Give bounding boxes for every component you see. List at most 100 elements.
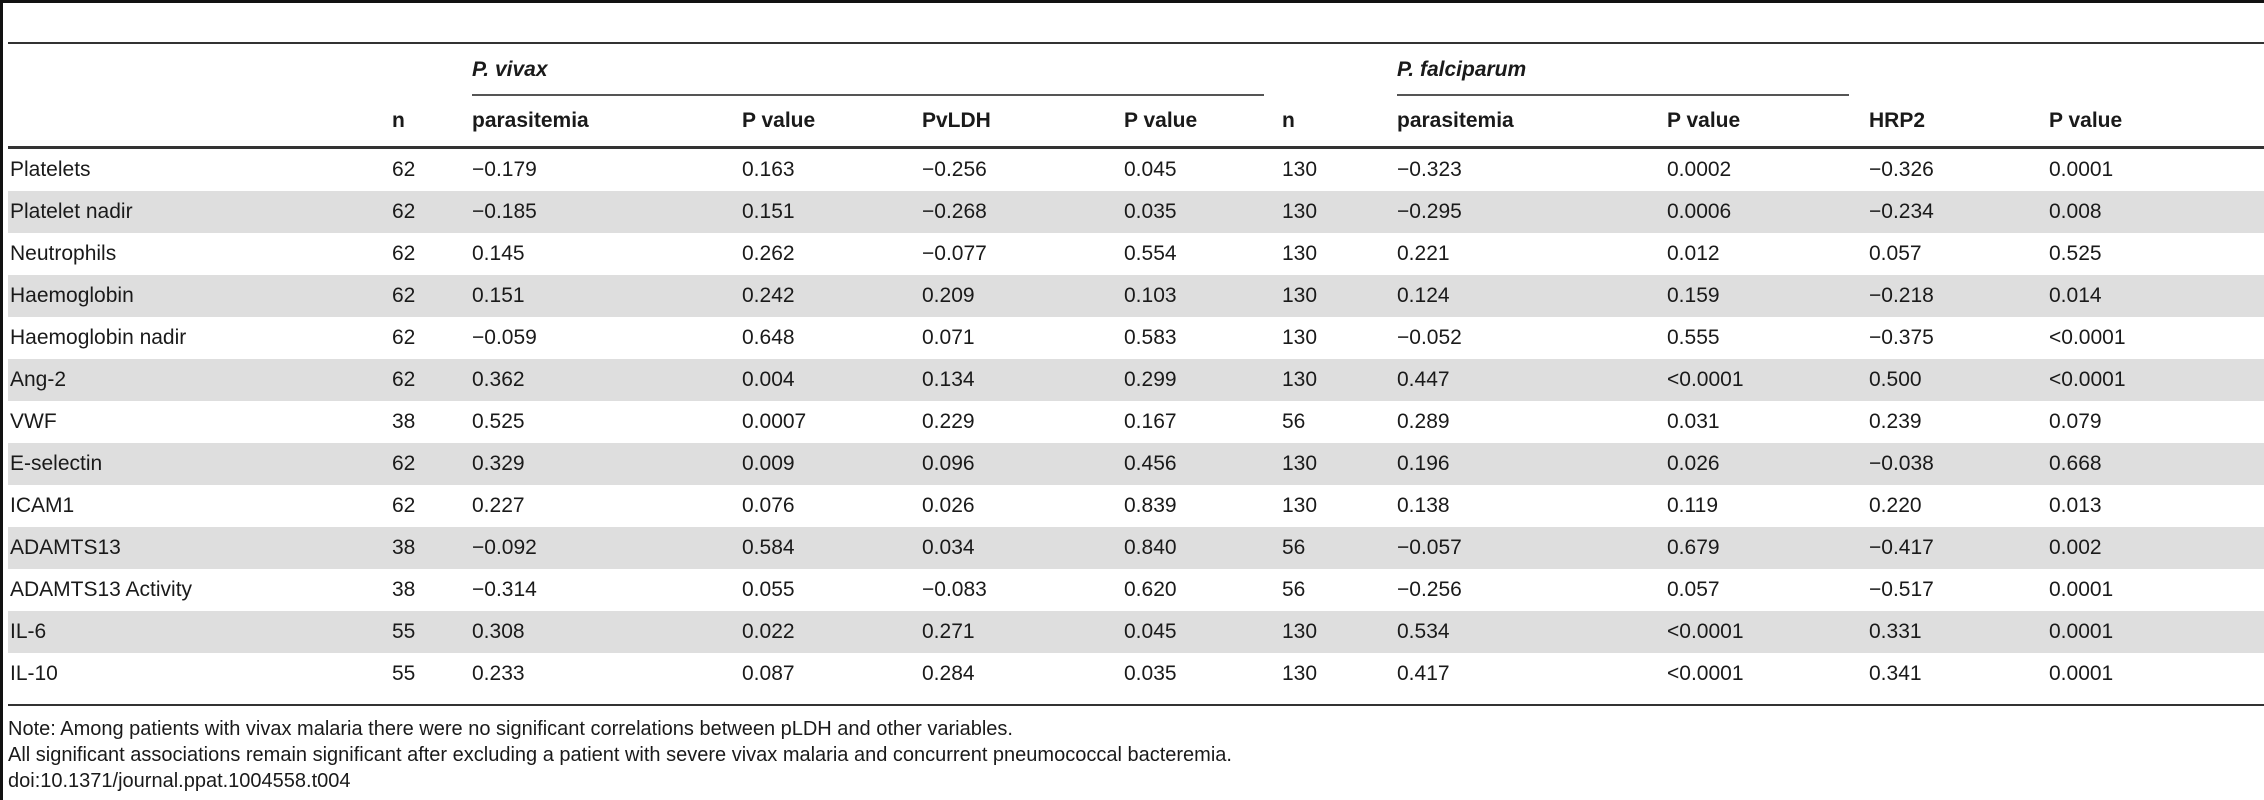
table-cell: 0.076 [742,494,795,517]
table-cell: 55 [390,611,470,653]
table-top-rule [8,42,2264,44]
table-cell: 0.525 [472,410,525,433]
table-cell: 62 [392,242,416,265]
table-cell: 0.0006 [1665,191,1867,233]
table-cell: 0.500 [1867,359,2047,401]
table-cell: 130 [1282,662,1318,685]
table-cell: 130 [1282,158,1318,181]
table-cell: 0.124 [1395,275,1665,317]
table-cell: 0.0002 [1667,158,1732,181]
table-cell: 0.079 [2049,410,2102,433]
table-cell: 0.035 [1122,191,1280,233]
column-header-0 [8,96,390,149]
correlation-table-container: P. vivax P. falciparum n parasitemia P val… [8,44,2264,695]
table-cell: 0.220 [1869,494,1922,517]
top-border [0,0,2264,3]
table-cell: 0.071 [922,326,975,349]
table-cell: <0.0001 [2049,326,2126,349]
doi-text: doi:10.1371/journal.ppat.1004558.t004 [8,770,351,792]
table-cell: 0.555 [1667,326,1720,349]
table-row: IL-10 55 0.233 0.087 0.284 0.035 130 0.417 <0.00… [8,653,2264,695]
note-line-2: All significant associations remain sign… [8,744,1232,766]
table-row: Neutrophils 62 0.145 0.262 −0.077 0.554 130 0.2… [8,233,2264,275]
table-cell: 0.045 [1122,611,1280,653]
table-cell: 0.229 [922,410,975,433]
species-header-vivax: P. vivax [472,58,1264,96]
table-cell: 0.159 [1665,275,1867,317]
table-cell: −0.375 [1869,326,1934,349]
table-row: IL-6 55 0.308 0.022 0.271 0.045 130 0.534 <0.000… [8,611,2264,653]
table-cell: 0.331 [1867,611,2047,653]
table-cell: 0.151 [740,191,920,233]
table-cell: <0.0001 [1665,359,1867,401]
row-label: Haemoglobin nadir [10,326,187,349]
table-row: Platelets 62 −0.179 0.163 −0.256 0.045 130 −0.3… [8,148,2264,192]
table-cell: 130 [1282,494,1318,517]
table-cell: 0.262 [742,242,795,265]
table-cell: 0.417 [1397,662,1450,685]
table-cell: −0.059 [472,326,537,349]
table-cell: 62 [390,359,470,401]
table-cell: −0.256 [1397,578,1462,601]
table-cell: 0.008 [2047,191,2264,233]
table-cell: −0.326 [1869,158,1934,181]
table-cell: −0.083 [922,578,987,601]
column-header-10: P value [2047,96,2264,149]
table-cell: 0.456 [1122,443,1280,485]
table-cell: 0.239 [1869,410,1922,433]
table-cell: 0.087 [742,662,795,685]
table-cell: 0.138 [1397,494,1450,517]
table-cell: 130 [1280,443,1395,485]
table-cell: 62 [390,275,470,317]
table-row: Platelet nadir 62 −0.185 0.151 −0.268 0.035 13… [8,191,2264,233]
table-cell: 0.134 [920,359,1122,401]
table-cell: 62 [392,494,416,517]
row-label: E-selectin [8,443,390,485]
table-cell: 0.026 [1665,443,1867,485]
table-cell: 38 [392,578,416,601]
row-label: IL-10 [10,662,58,685]
table-cell: 0.119 [1667,494,1718,517]
table-cell: 0.057 [1667,578,1720,601]
table-row: VWF 38 0.525 0.0007 0.229 0.167 56 0.289 0.031 0.… [8,401,2264,443]
table-row: Haemoglobin nadir 62 −0.059 0.648 0.071 0.583… [8,317,2264,359]
table-cell: −0.057 [1395,527,1665,569]
table-cell: 55 [392,662,416,685]
row-label: ICAM1 [10,494,75,517]
table-row: E-selectin 62 0.329 0.009 0.096 0.456 130 0.196… [8,443,2264,485]
row-label: IL-6 [8,611,390,653]
table-row: ADAMTS13 Activity 38 −0.314 0.055 −0.083 0.62… [8,569,2264,611]
table-cell: 0.668 [2047,443,2264,485]
row-label: ADAMTS13 [8,527,390,569]
table-cell: −0.092 [470,527,740,569]
table-cell: 0.167 [1124,410,1177,433]
table-cell: 62 [392,158,416,181]
table-cell: 0.196 [1395,443,1665,485]
table-bottom-rule [8,704,2264,706]
table-cell: 0.525 [2049,242,2102,265]
table-cell: 0.002 [2047,527,2264,569]
table-cell: <0.0001 [1665,611,1867,653]
table-cell: 0.840 [1122,527,1280,569]
column-header-4: PvLDH [920,96,1122,149]
table-row: Ang-2 62 0.362 0.004 0.134 0.299 130 0.447 <0.00… [8,359,2264,401]
correlation-table: P. vivax P. falciparum n parasitemia P val… [8,44,2264,695]
table-cell: 62 [390,191,470,233]
table-cell: 0.284 [922,662,975,685]
column-header-7: parasitemia [1395,96,1665,149]
table-cell: 38 [392,410,416,433]
table-cell: 62 [390,443,470,485]
column-header-2: parasitemia [470,96,740,149]
table-cell: −0.185 [470,191,740,233]
row-label: VWF [10,410,57,433]
table-row: Haemoglobin 62 0.151 0.242 0.209 0.103 130 0.12… [8,275,2264,317]
table-cell: 0.022 [740,611,920,653]
table-cell: −0.256 [922,158,987,181]
table-cell: 130 [1282,326,1318,349]
table-cell: 0.362 [470,359,740,401]
table-cell: 0.221 [1397,242,1450,265]
table-cell: 0.035 [1124,662,1177,685]
row-label: Neutrophils [10,242,117,265]
table-cell: 56 [1282,578,1306,601]
table-cell: 56 [1280,527,1395,569]
